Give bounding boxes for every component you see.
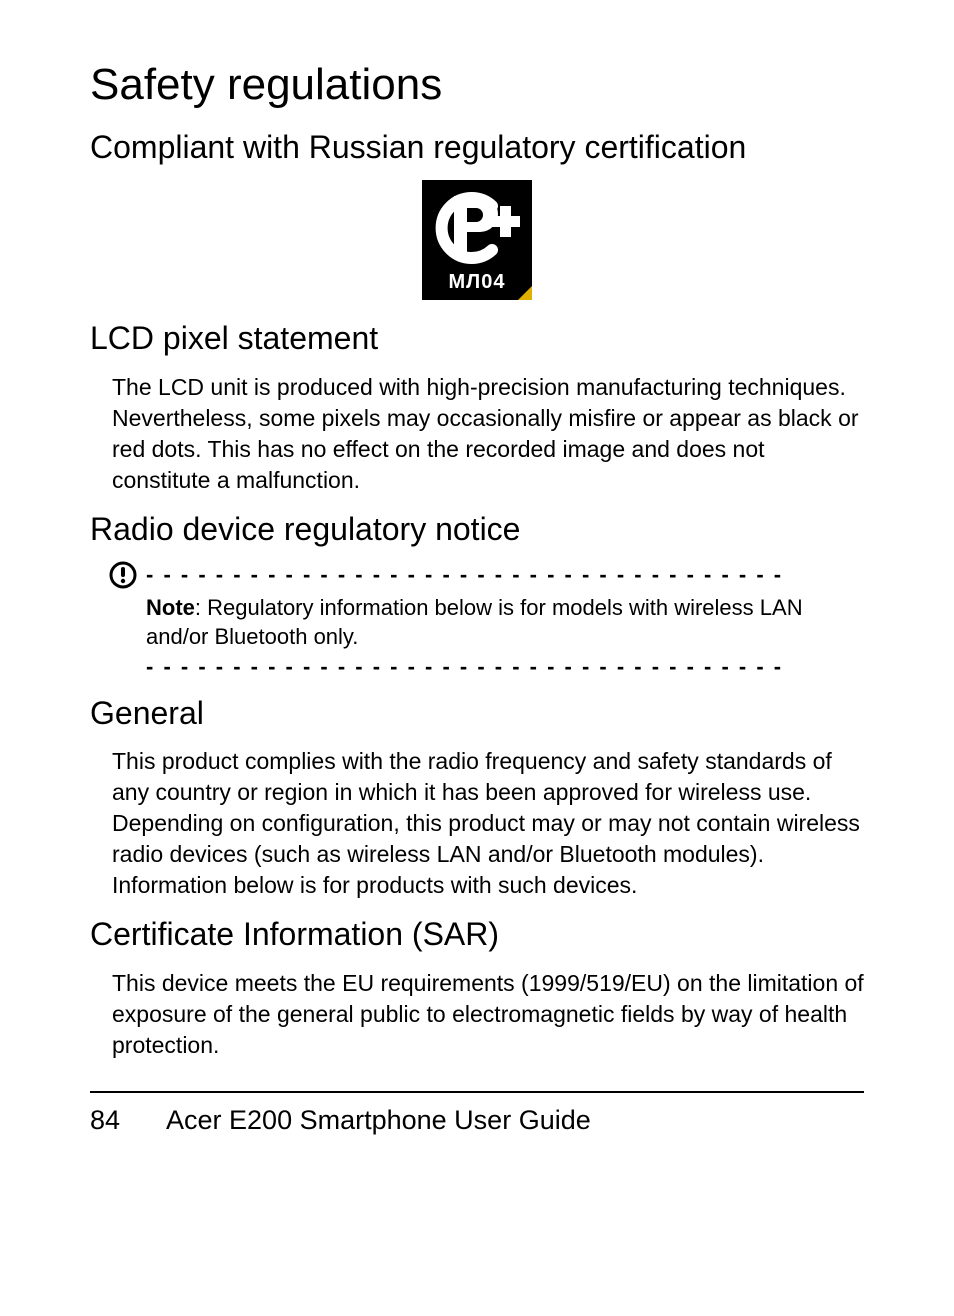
lcd-body: The LCD unit is produced with high-preci…: [112, 372, 864, 496]
sar-body: This device meets the EU requirements (1…: [112, 968, 864, 1061]
page-number: 84: [90, 1105, 160, 1136]
russian-cert-logo: МЛ04: [90, 180, 864, 305]
pc-mark-icon: МЛ04: [422, 180, 532, 300]
page-title: Safety regulations: [90, 60, 864, 110]
note-block: - - - - - - - - - - - - - - - - - - - - …: [112, 562, 864, 679]
page-footer: 84 Acer E200 Smartphone User Guide: [90, 1105, 864, 1136]
heading-sar: Certificate Information (SAR): [90, 915, 864, 953]
alert-icon: [108, 560, 138, 590]
logo-code-text: МЛ04: [422, 271, 532, 294]
footer-title: Acer E200 Smartphone User Guide: [166, 1105, 591, 1135]
heading-radio: Radio device regulatory notice: [90, 510, 864, 548]
footer-rule: [90, 1091, 864, 1093]
note-label: Note: [146, 595, 195, 620]
general-body: This product complies with the radio fre…: [112, 746, 864, 901]
note-text: Note: Regulatory information below is fo…: [146, 594, 864, 651]
heading-general: General: [90, 694, 864, 732]
heading-russian-cert: Compliant with Russian regulatory certif…: [90, 128, 864, 166]
heading-lcd: LCD pixel statement: [90, 319, 864, 357]
note-body: : Regulatory information below is for mo…: [146, 595, 803, 649]
note-dash-bottom: - - - - - - - - - - - - - - - - - - - - …: [146, 654, 864, 680]
logo-corner-accent: [518, 286, 532, 300]
note-dash-top: - - - - - - - - - - - - - - - - - - - - …: [146, 562, 864, 588]
